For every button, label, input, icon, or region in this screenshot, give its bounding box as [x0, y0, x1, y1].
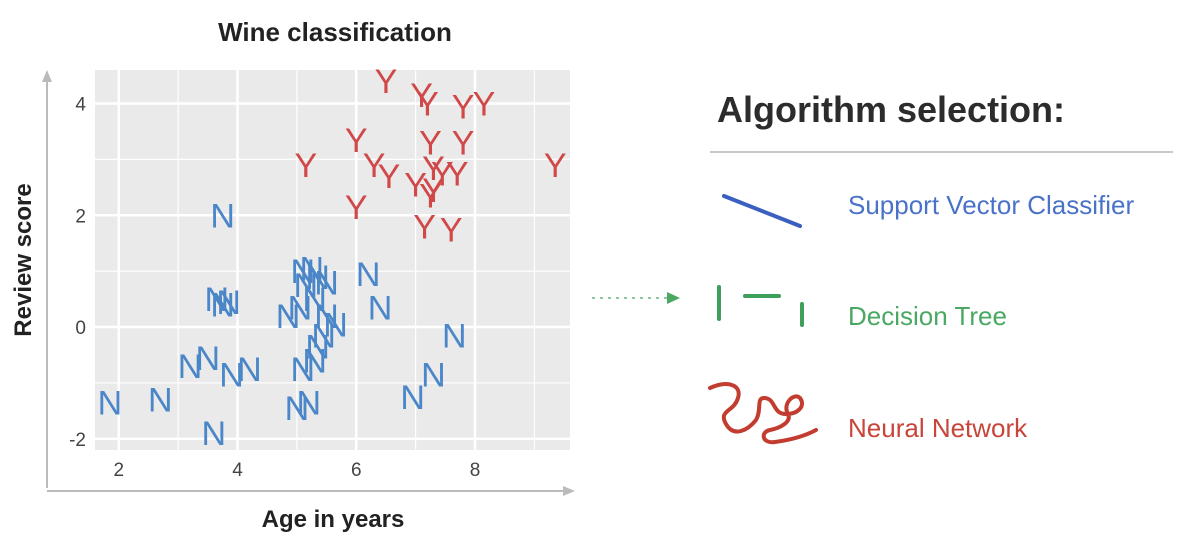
data-point-y: Y — [440, 211, 463, 249]
data-point-y: Y — [452, 88, 475, 126]
algorithm-label-neural-network: Neural Network — [848, 413, 1028, 443]
data-point-n: N — [216, 284, 241, 322]
data-point-y: Y — [345, 122, 368, 160]
scatter-chart: Wine classification 2 4 6 8 -2 0 2 4 Age in ye… — [10, 17, 575, 533]
data-point-y: Y — [446, 155, 469, 193]
y-tick-label: 4 — [75, 95, 86, 116]
y-tick-label: 0 — [75, 318, 86, 339]
step-dashed-line-icon — [717, 285, 804, 327]
y-tick-label: 2 — [75, 206, 86, 227]
x-tick-labels: 2 4 6 8 — [113, 460, 480, 481]
data-point-y: Y — [422, 150, 445, 188]
data-point-n: N — [305, 259, 330, 297]
data-point-y: Y — [419, 178, 442, 216]
y-tick-labels: -2 0 2 4 — [69, 95, 86, 451]
grid-lines — [95, 70, 570, 450]
x-tick-label: 2 — [113, 460, 124, 481]
data-point-y: Y — [419, 125, 442, 163]
panel-title: Algorithm selection: — [717, 89, 1065, 130]
data-point-n: N — [288, 290, 313, 328]
plot-area — [95, 70, 570, 450]
data-point-n: N — [421, 357, 446, 395]
x-axis-label: Age in years — [262, 506, 405, 533]
data-point-n: N — [311, 317, 336, 355]
algorithm-panel: Algorithm selection: Support Vector Clas… — [708, 89, 1173, 445]
data-point-n: N — [178, 348, 203, 386]
algorithm-label-decision-tree: Decision Tree — [848, 301, 1007, 331]
squiggle-line-icon — [708, 382, 818, 445]
data-point-n: N — [201, 415, 226, 453]
data-point-y: Y — [416, 86, 439, 124]
data-point-n: N — [442, 317, 467, 355]
chart-title: Wine classification — [218, 17, 452, 47]
data-point-n: N — [210, 287, 235, 325]
data-point-n: N — [302, 281, 327, 319]
data-point-n: N — [204, 281, 229, 319]
data-point-y: Y — [413, 208, 436, 246]
x-tick-label: 8 — [470, 460, 481, 481]
data-point-y: Y — [363, 147, 386, 185]
data-point-n: N — [196, 340, 221, 378]
data-point-y: Y — [410, 77, 433, 115]
algorithm-item-svc: Support Vector Classifier — [722, 190, 1134, 228]
flow-arrow — [592, 292, 680, 304]
data-point-n: N — [400, 379, 425, 417]
y-tick-label: -2 — [69, 430, 86, 451]
data-point-n: N — [294, 267, 319, 305]
data-point-n: N — [296, 385, 321, 423]
data-point-n: N — [98, 385, 123, 423]
data-point-n: N — [291, 351, 316, 389]
y-axis-arrow-icon — [42, 70, 52, 82]
algorithm-label-svc: Support Vector Classifier — [848, 190, 1134, 220]
data-point-y: Y — [375, 63, 398, 101]
data-point-y: Y — [345, 189, 368, 227]
x-axis-arrow-icon — [563, 486, 575, 496]
data-point-n: N — [219, 357, 244, 395]
data-point-y: Y — [452, 125, 475, 163]
y-axis-label: Review score — [10, 183, 37, 336]
x-tick-label: 6 — [351, 460, 362, 481]
data-point-y: Y — [294, 147, 317, 185]
arrowhead-icon — [667, 292, 680, 304]
data-point-n: N — [314, 264, 339, 302]
algorithm-item-neural-network: Neural Network — [708, 382, 1028, 445]
data-point-y: Y — [404, 167, 427, 205]
x-tick-label: 4 — [232, 460, 243, 481]
data-point-n: N — [285, 390, 310, 428]
data-point-n: N — [237, 351, 262, 389]
data-point-n: N — [368, 290, 393, 328]
data-point-y: Y — [378, 158, 401, 196]
data-point-y: Y — [422, 172, 445, 210]
data-point-n: N — [323, 306, 348, 344]
data-point-n: N — [291, 253, 316, 291]
axes — [42, 70, 575, 496]
data-point-n: N — [314, 298, 339, 336]
data-point-n: N — [276, 298, 301, 336]
algorithm-item-decision-tree: Decision Tree — [717, 285, 1007, 331]
data-point-y: Y — [473, 86, 496, 124]
data-point-n: N — [302, 343, 327, 381]
data-point-n: N — [210, 197, 235, 235]
data-point-n: N — [356, 256, 381, 294]
data-point-n: N — [299, 250, 324, 288]
data-point-y: Y — [431, 155, 454, 193]
data-point-n: N — [148, 382, 173, 420]
straight-line-icon — [722, 194, 802, 228]
data-point-y: Y — [544, 147, 567, 185]
data-point-n: N — [305, 329, 330, 367]
